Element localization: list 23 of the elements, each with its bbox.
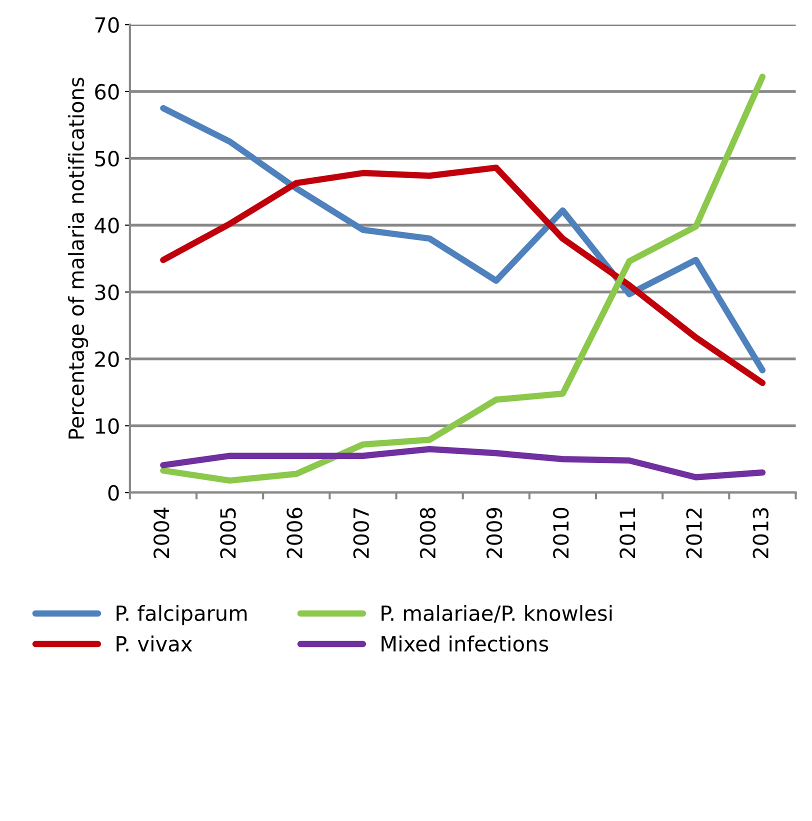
x-tick-label: 2005	[220, 508, 236, 558]
y-tick-label: 30	[95, 284, 119, 300]
x-tick-label: 2011	[620, 508, 636, 558]
y-tick-label: 70	[95, 17, 119, 33]
x-tick-label: 2006	[286, 508, 302, 558]
x-tick-label: 2009	[486, 508, 502, 558]
x-tick-label: 2012	[686, 508, 702, 558]
x-tick-label: 2008	[420, 508, 436, 558]
legend-label: P. vivax	[116, 636, 192, 652]
x-tick-label: 2013	[752, 508, 769, 558]
legend-label: Mixed infections	[382, 636, 548, 652]
y-tick-label: 0	[108, 485, 119, 501]
legend-label: P. falciparum	[116, 604, 247, 626]
x-tick-label: 2007	[353, 508, 370, 558]
y-tick-label: 50	[95, 150, 119, 167]
y-tick-label: 60	[95, 84, 119, 100]
y-tick-label: 40	[94, 218, 119, 234]
legend-label: P. malariae/P. knowlesi	[382, 604, 612, 623]
x-tick-label: 2010	[553, 508, 569, 558]
x-tick-label: 2004	[154, 508, 170, 558]
y-tick-label: 20	[95, 351, 119, 368]
y-axis-title: Percentage of malaria notifications	[68, 78, 88, 439]
y-tick-label: 10	[96, 418, 119, 434]
